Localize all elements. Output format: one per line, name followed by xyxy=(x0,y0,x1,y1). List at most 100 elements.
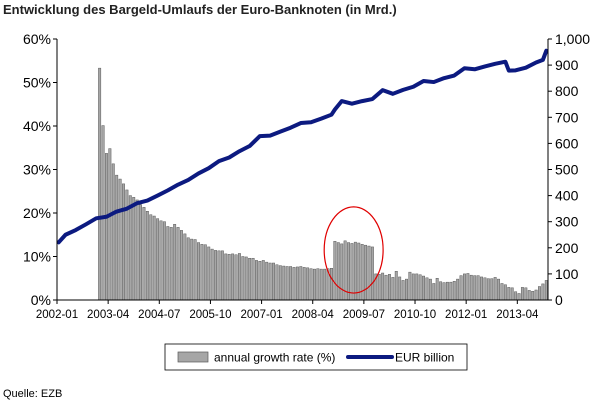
x-tick-label: 2010-10 xyxy=(394,309,436,321)
legend-box xyxy=(164,343,468,371)
growth-bar xyxy=(193,239,197,301)
growth-bar xyxy=(312,268,316,301)
x-tick-label: 2009-07 xyxy=(343,309,385,321)
growth-bar xyxy=(186,237,190,301)
growth-bar xyxy=(503,284,507,301)
growth-bar xyxy=(456,278,460,301)
right-tick-label: 0 xyxy=(555,292,563,308)
growth-bar xyxy=(377,274,381,301)
growth-bar xyxy=(476,275,480,301)
growth-bar xyxy=(302,267,306,301)
growth-bar xyxy=(265,261,269,301)
growth-bar xyxy=(237,253,241,301)
growth-bar xyxy=(452,281,456,301)
growth-bar xyxy=(306,267,310,301)
growth-bar xyxy=(234,254,238,301)
right-tick-label: 900 xyxy=(555,57,579,73)
growth-bar xyxy=(104,153,108,301)
growth-bar xyxy=(295,266,299,301)
growth-bar xyxy=(507,287,511,301)
right-tick-label: 600 xyxy=(555,135,579,151)
growth-bar xyxy=(282,265,286,301)
growth-bar xyxy=(394,271,398,301)
x-tick-label: 2007-01 xyxy=(240,309,282,321)
left-tick-label: 50% xyxy=(23,75,51,91)
growth-bar xyxy=(510,287,514,301)
growth-bar xyxy=(500,283,504,301)
x-tick-label: 2012-01 xyxy=(445,309,487,321)
growth-bar xyxy=(166,226,170,301)
line-series-eur-billion xyxy=(56,48,549,245)
x-tick-label: 2003-04 xyxy=(87,309,130,321)
annotation-layer xyxy=(323,206,384,294)
growth-bar xyxy=(463,273,466,301)
growth-bar xyxy=(323,268,327,301)
growth-bar xyxy=(268,262,272,301)
growth-bar xyxy=(384,274,388,301)
growth-bar xyxy=(520,287,524,301)
growth-bar xyxy=(401,280,405,301)
growth-bar xyxy=(241,256,245,301)
growth-bar xyxy=(224,253,228,301)
growth-bar xyxy=(541,283,545,301)
legend-line-label: EUR billion xyxy=(395,351,454,365)
growth-bar xyxy=(527,290,531,301)
growth-bar xyxy=(469,274,473,301)
right-tick-label: 500 xyxy=(555,162,579,178)
growth-bar xyxy=(319,268,323,301)
growth-bar xyxy=(425,277,429,301)
left-tick-label: 30% xyxy=(23,162,51,178)
x-tick-label: 2005-10 xyxy=(189,309,231,321)
highlight-ellipse xyxy=(323,206,384,294)
legend-bar-label: annual growth rate (%) xyxy=(214,351,335,365)
growth-bar xyxy=(466,273,470,301)
right-tick-label: 800 xyxy=(555,83,579,99)
growth-bar xyxy=(350,243,354,301)
growth-bar xyxy=(534,289,538,301)
growth-bar xyxy=(336,242,340,301)
growth-bar xyxy=(139,204,142,301)
growth-bar xyxy=(135,199,139,301)
growth-bar xyxy=(152,215,156,301)
growth-bar xyxy=(445,281,449,301)
bar-series-growth-rate xyxy=(98,67,548,301)
growth-bar xyxy=(493,277,497,301)
growth-bar xyxy=(442,282,446,301)
growth-bar xyxy=(227,254,231,301)
growth-bar xyxy=(353,241,357,301)
growth-bar xyxy=(428,278,432,301)
growth-bar xyxy=(251,257,255,301)
growth-bar xyxy=(231,253,235,301)
eur-billion-line xyxy=(56,48,549,245)
growth-bar xyxy=(244,256,248,301)
growth-bar xyxy=(261,260,265,301)
axes: 0% 10% 20% 30% 40% 50% 60% 0 100 200 300 400 500 600 7… xyxy=(23,31,590,321)
growth-bar xyxy=(387,274,391,301)
growth-bar xyxy=(214,250,218,301)
x-tick-label: 2008-04 xyxy=(292,309,335,321)
right-tick-label: 100 xyxy=(555,266,579,282)
x-tick-label: 2004-07 xyxy=(138,309,180,321)
growth-bar xyxy=(367,245,371,301)
left-tick-label: 0% xyxy=(31,292,51,308)
growth-bar xyxy=(108,148,112,301)
growth-bar xyxy=(173,224,177,301)
chart-title: Entwicklung des Bargeld-Umlaufs der Euro… xyxy=(3,2,397,17)
growth-bar xyxy=(411,273,415,301)
growth-bar xyxy=(217,250,221,301)
growth-bar xyxy=(524,287,528,301)
growth-bar xyxy=(272,262,275,301)
growth-bar xyxy=(497,278,501,301)
growth-bar xyxy=(422,275,425,301)
growth-bar xyxy=(210,248,214,301)
growth-bar xyxy=(316,268,320,301)
growth-bar xyxy=(176,227,180,301)
growth-bar xyxy=(439,281,443,301)
growth-bar xyxy=(459,275,463,301)
growth-bar xyxy=(197,242,200,301)
growth-bar xyxy=(220,250,224,301)
left-tick-label: 20% xyxy=(23,205,51,221)
growth-bar xyxy=(299,266,303,301)
growth-bar xyxy=(432,283,436,301)
